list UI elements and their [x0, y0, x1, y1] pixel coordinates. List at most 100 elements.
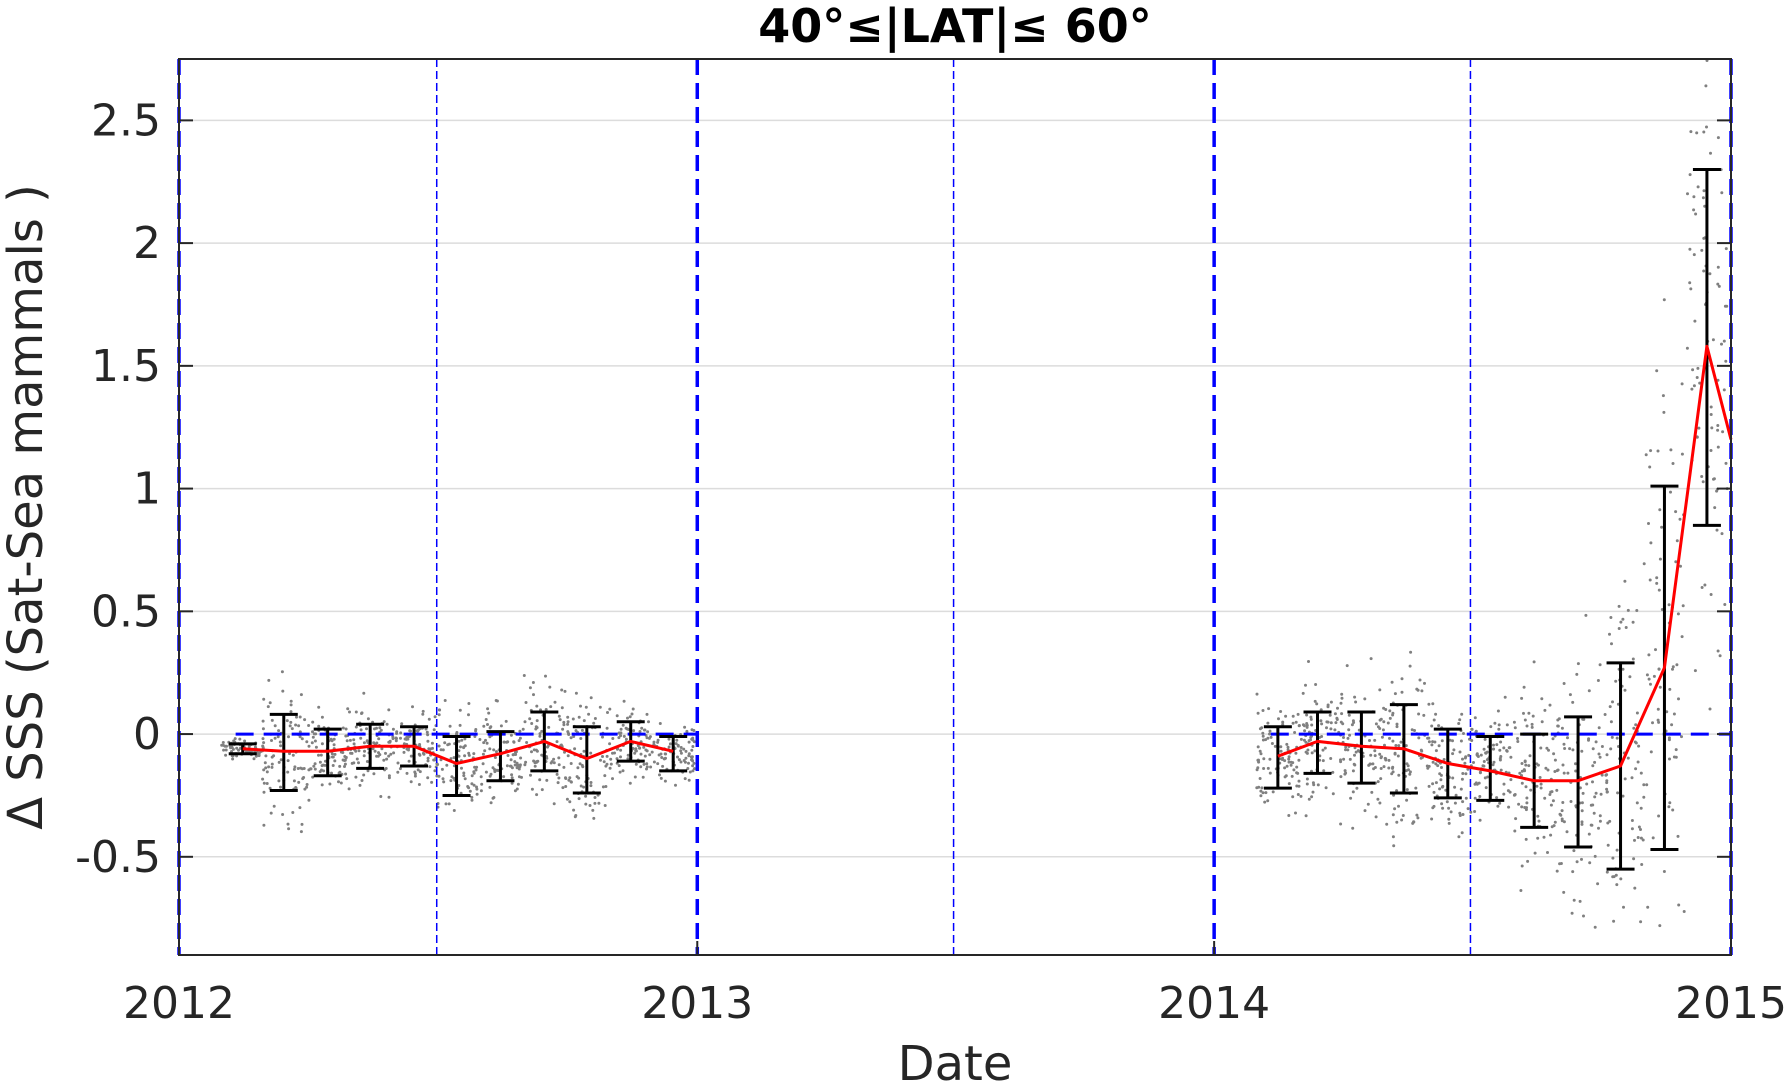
scatter-point — [658, 773, 661, 777]
scatter-point — [1641, 838, 1645, 842]
scatter-point — [1549, 803, 1553, 807]
scatter-point — [1404, 744, 1408, 748]
scatter-point — [1410, 728, 1414, 732]
scatter-point — [1385, 822, 1389, 826]
scatter-point — [222, 748, 226, 752]
scatter-point — [1565, 830, 1569, 834]
x-tick-label: 2014 — [1158, 978, 1270, 1029]
scatter-point — [1520, 805, 1524, 809]
scatter-point — [1433, 740, 1437, 744]
scatter-point — [1530, 725, 1534, 729]
scatter-point — [1596, 679, 1600, 682]
scatter-point — [305, 783, 309, 786]
scatter-point — [354, 710, 358, 714]
scatter-point — [1639, 828, 1642, 831]
scatter-point — [1606, 843, 1610, 847]
scatter-point — [1702, 130, 1706, 134]
scatter-point — [1388, 716, 1392, 720]
scatter-point — [1720, 191, 1724, 195]
scatter-point — [328, 782, 332, 786]
scatter-point — [1256, 745, 1260, 749]
scatter-point — [658, 722, 662, 725]
scatter-point — [1474, 729, 1478, 733]
scatter-point — [1597, 826, 1600, 830]
scatter-point — [1415, 687, 1419, 691]
scatter-point — [290, 727, 294, 731]
scatter-point — [630, 712, 634, 716]
scatter-point — [1652, 674, 1656, 678]
scatter-point — [466, 785, 470, 788]
scatter-point — [299, 693, 303, 697]
scatter-point — [457, 754, 461, 758]
scatter-point — [1423, 681, 1426, 685]
scatter-point — [437, 713, 441, 717]
scatter-point — [641, 775, 645, 779]
scatter-point — [1608, 632, 1611, 636]
scatter-point — [1482, 760, 1486, 763]
scatter-point — [687, 740, 691, 744]
scatter-point — [1574, 769, 1578, 773]
scatter-point — [561, 727, 565, 731]
scatter-point — [523, 763, 527, 767]
scatter-point — [1649, 449, 1653, 453]
scatter-point — [440, 767, 444, 771]
scatter-point — [650, 750, 654, 754]
scatter-point — [379, 795, 383, 798]
scatter-point — [1259, 794, 1263, 798]
scatter-point — [1464, 796, 1468, 800]
scatter-point — [1574, 762, 1577, 766]
scatter-point — [1369, 657, 1373, 661]
scatter-point — [1672, 755, 1676, 759]
scatter-point — [1400, 818, 1404, 822]
scatter-point — [1561, 763, 1565, 767]
scatter-point — [1617, 627, 1621, 630]
scatter-point — [638, 746, 641, 750]
scatter-point — [1301, 691, 1305, 695]
scatter-point — [1605, 790, 1609, 794]
scatter-point — [515, 766, 519, 770]
scatter-point — [1283, 759, 1287, 763]
scatter-point — [1395, 820, 1399, 824]
scatter-point — [517, 767, 521, 771]
scatter-point — [1427, 740, 1431, 744]
scatter-point — [1539, 786, 1543, 790]
scatter-point — [642, 762, 646, 766]
scatter-point — [648, 753, 652, 757]
scatter-point — [289, 720, 293, 724]
scatter-point — [668, 742, 672, 746]
scatter-point — [457, 739, 461, 743]
scatter-point — [1315, 702, 1319, 706]
scatter-point — [413, 770, 417, 774]
scatter-point — [1628, 675, 1632, 679]
scatter-point — [1580, 809, 1584, 813]
scatter-point — [1440, 766, 1443, 769]
scatter-point — [317, 753, 320, 757]
scatter-point — [523, 720, 527, 724]
scatter-point — [1299, 794, 1303, 798]
scatter-point — [1256, 766, 1260, 770]
scatter-point — [385, 757, 389, 761]
scatter-point — [411, 705, 414, 709]
scatter-point — [238, 737, 242, 741]
scatter-point — [1459, 739, 1463, 743]
scatter-point — [1513, 726, 1517, 730]
scatter-point — [633, 751, 637, 755]
scatter-point — [1321, 748, 1325, 752]
scatter-point — [1498, 748, 1502, 752]
scatter-point — [357, 749, 361, 753]
scatter-point — [1400, 677, 1404, 681]
scatter-point — [221, 743, 225, 747]
scatter-point — [387, 795, 391, 799]
scatter-point — [1525, 801, 1529, 805]
scatter-point — [592, 721, 596, 725]
scatter-point — [452, 809, 456, 812]
scatter-point — [377, 751, 380, 755]
scatter-point — [262, 823, 266, 827]
scatter-point — [564, 785, 568, 788]
scatter-point — [1509, 755, 1513, 759]
scatter-point — [1287, 814, 1291, 817]
scatter-point — [690, 755, 694, 759]
scatter-point — [1417, 736, 1421, 740]
scatter-point — [1523, 718, 1527, 722]
scatter-point — [1333, 712, 1337, 716]
